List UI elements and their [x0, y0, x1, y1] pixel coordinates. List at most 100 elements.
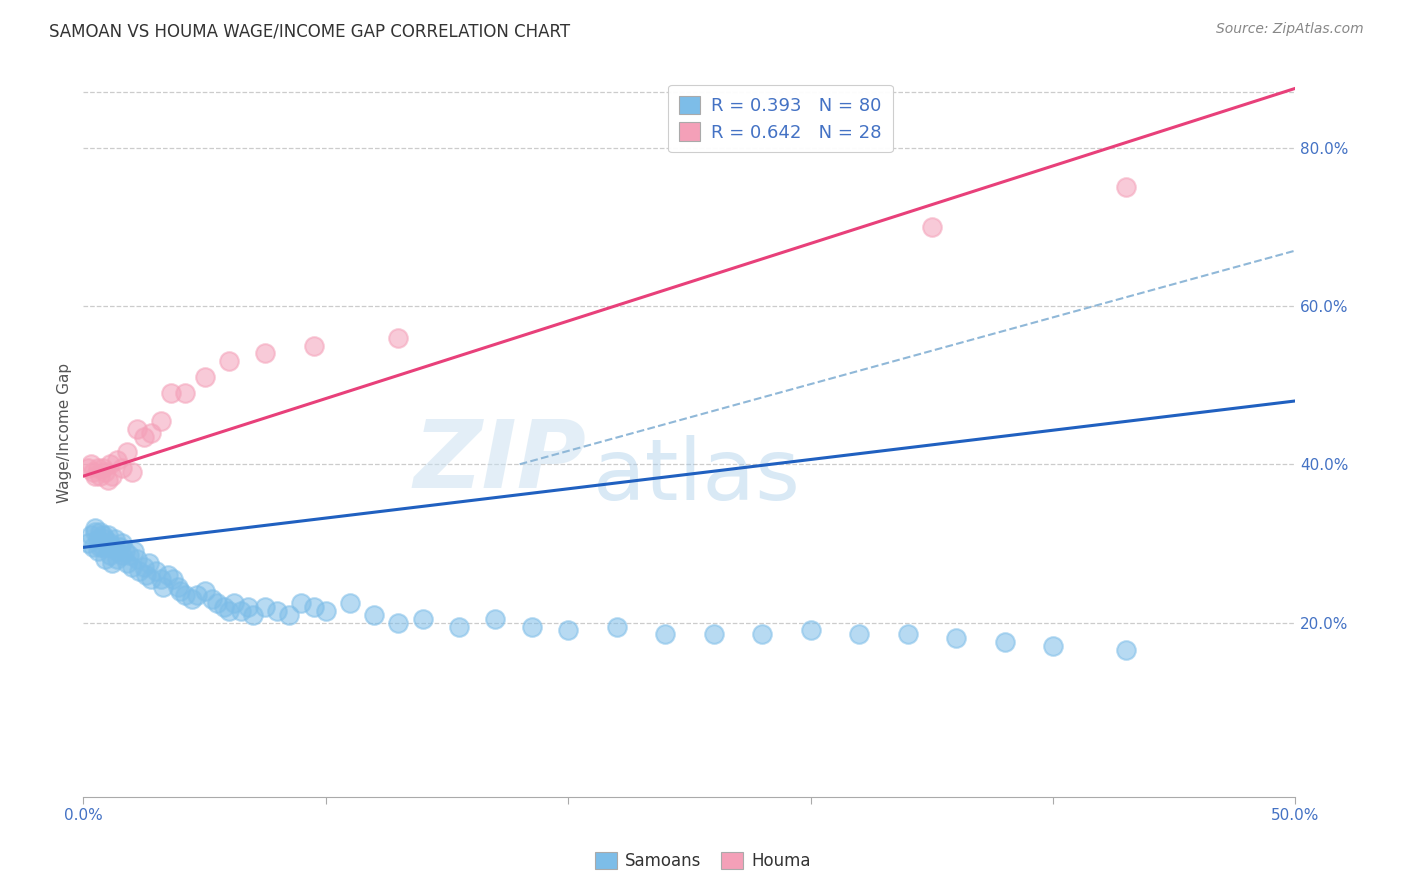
- Point: [896, 627, 918, 641]
- Point: [412, 611, 434, 625]
- Point: [96, 528, 118, 542]
- Point: [125, 552, 148, 566]
- Point: [94, 552, 117, 566]
- Point: [87, 461, 110, 475]
- Text: ZIP: ZIP: [413, 416, 586, 508]
- Point: [101, 541, 124, 555]
- Point: [132, 560, 155, 574]
- Point: [145, 564, 167, 578]
- Point: [152, 580, 174, 594]
- Point: [111, 461, 134, 475]
- Point: [181, 591, 204, 606]
- Point: [302, 599, 325, 614]
- Point: [115, 556, 138, 570]
- Point: [159, 386, 181, 401]
- Point: [87, 533, 110, 547]
- Point: [105, 453, 128, 467]
- Point: [218, 604, 240, 618]
- Point: [174, 588, 197, 602]
- Legend: R = 0.393   N = 80, R = 0.642   N = 28: R = 0.393 N = 80, R = 0.642 N = 28: [668, 85, 893, 153]
- Point: [87, 544, 110, 558]
- Point: [91, 461, 114, 475]
- Point: [98, 457, 121, 471]
- Point: [101, 469, 124, 483]
- Point: [751, 627, 773, 641]
- Point: [84, 469, 107, 483]
- Point: [91, 528, 114, 542]
- Point: [290, 596, 312, 610]
- Point: [557, 624, 579, 638]
- Point: [94, 465, 117, 479]
- Point: [945, 632, 967, 646]
- Point: [218, 354, 240, 368]
- Point: [125, 422, 148, 436]
- Point: [84, 520, 107, 534]
- Point: [108, 541, 131, 555]
- Point: [79, 457, 101, 471]
- Point: [111, 536, 134, 550]
- Point: [212, 599, 235, 614]
- Point: [82, 541, 104, 555]
- Y-axis label: Wage/Income Gap: Wage/Income Gap: [58, 362, 72, 503]
- Point: [339, 596, 361, 610]
- Point: [174, 386, 197, 401]
- Point: [105, 544, 128, 558]
- Point: [254, 599, 277, 614]
- Point: [138, 556, 160, 570]
- Legend: Samoans, Houma: Samoans, Houma: [588, 845, 818, 877]
- Point: [166, 580, 188, 594]
- Point: [266, 604, 288, 618]
- Point: [89, 541, 111, 555]
- Point: [242, 607, 264, 622]
- Point: [135, 568, 157, 582]
- Point: [157, 568, 180, 582]
- Point: [387, 615, 409, 630]
- Point: [79, 528, 101, 542]
- Point: [98, 536, 121, 550]
- Point: [121, 560, 143, 574]
- Point: [96, 473, 118, 487]
- Point: [363, 607, 385, 622]
- Point: [606, 619, 628, 633]
- Point: [118, 549, 141, 563]
- Point: [315, 604, 337, 618]
- Point: [82, 465, 104, 479]
- Point: [128, 564, 150, 578]
- Point: [921, 219, 943, 234]
- Point: [115, 445, 138, 459]
- Point: [121, 465, 143, 479]
- Point: [186, 588, 208, 602]
- Point: [84, 524, 107, 539]
- Point: [278, 607, 301, 622]
- Point: [1115, 643, 1137, 657]
- Point: [98, 549, 121, 563]
- Text: Source: ZipAtlas.com: Source: ZipAtlas.com: [1216, 22, 1364, 37]
- Point: [302, 338, 325, 352]
- Point: [205, 596, 228, 610]
- Point: [654, 627, 676, 641]
- Point: [104, 533, 127, 547]
- Point: [132, 429, 155, 443]
- Point: [222, 596, 245, 610]
- Text: SAMOAN VS HOUMA WAGE/INCOME GAP CORRELATION CHART: SAMOAN VS HOUMA WAGE/INCOME GAP CORRELAT…: [49, 22, 571, 40]
- Point: [236, 599, 259, 614]
- Point: [449, 619, 471, 633]
- Point: [77, 536, 100, 550]
- Point: [94, 533, 117, 547]
- Point: [387, 330, 409, 344]
- Point: [96, 541, 118, 555]
- Point: [141, 572, 163, 586]
- Point: [77, 461, 100, 475]
- Point: [105, 552, 128, 566]
- Point: [193, 583, 215, 598]
- Text: atlas: atlas: [592, 434, 800, 517]
- Point: [848, 627, 870, 641]
- Point: [114, 544, 136, 558]
- Point: [520, 619, 543, 633]
- Point: [89, 524, 111, 539]
- Point: [149, 414, 172, 428]
- Point: [141, 425, 163, 440]
- Point: [993, 635, 1015, 649]
- Point: [703, 627, 725, 641]
- Point: [193, 370, 215, 384]
